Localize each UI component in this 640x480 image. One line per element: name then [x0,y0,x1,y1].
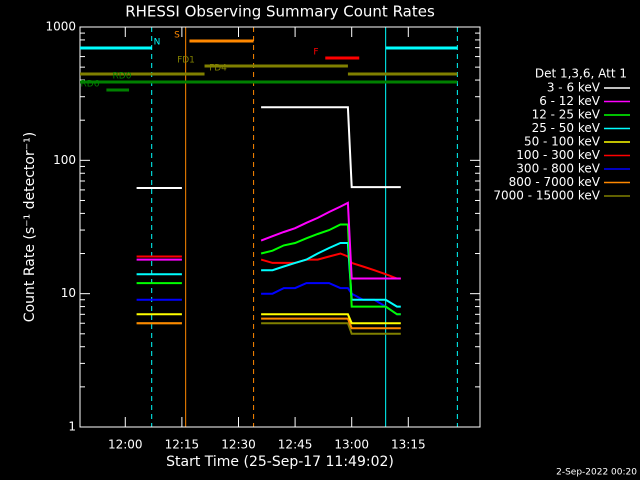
legend-label: 7000 - 15000 keV [493,189,600,203]
flag-label: S [174,31,180,41]
legend-title: Det 1,3,6, Att 1 [535,67,627,81]
series-line [136,252,401,280]
series-line [136,282,401,316]
legend-label: 12 - 25 keV [532,108,601,122]
x-tick-label: 13:00 [334,438,369,452]
x-tick-label: 12:00 [108,438,143,452]
series-line [136,106,401,189]
legend-label: 3 - 6 keV [547,81,601,95]
y-axis-label: Count Rate (s⁻¹ detector⁻¹) [22,132,38,322]
flag-label: FD1 [177,56,195,66]
flag-label: FD4 [209,64,227,74]
legend-label: 6 - 12 keV [539,94,601,108]
x-axis-label: Start Time (25-Sep-17 11:49:02) [166,454,394,470]
legend-label: 300 - 800 keV [516,162,600,176]
series-line [136,313,401,325]
y-tick-label: 100 [53,153,76,167]
chart-title: RHESSI Observing Summary Count Rates [125,3,435,21]
series-line [136,223,401,316]
flag-label: N [154,38,161,48]
footer: 2-Sep-2022 00:20 [556,468,637,478]
x-tick-label: 12:45 [278,438,313,452]
legend-label: 25 - 50 keV [532,121,601,135]
y-tick-label: 1000 [45,20,76,34]
x-tick-label: 13:15 [391,438,426,452]
legend-label: 100 - 300 keV [516,148,600,162]
x-tick-label: 12:15 [165,438,200,452]
y-tick-label: 1 [68,420,76,434]
y-tick-label: 10 [61,286,76,300]
flag-label: F [313,48,318,58]
plot-frame [79,26,481,428]
series-line [136,317,401,330]
series-line [136,201,401,280]
flag-label: RD0 [113,72,132,82]
legend-label: 50 - 100 keV [524,135,601,149]
x-tick-label: 12:30 [221,438,256,452]
series-line [136,242,401,308]
flag-label: RD6 [81,80,100,90]
legend-label: 800 - 7000 keV [509,175,601,189]
